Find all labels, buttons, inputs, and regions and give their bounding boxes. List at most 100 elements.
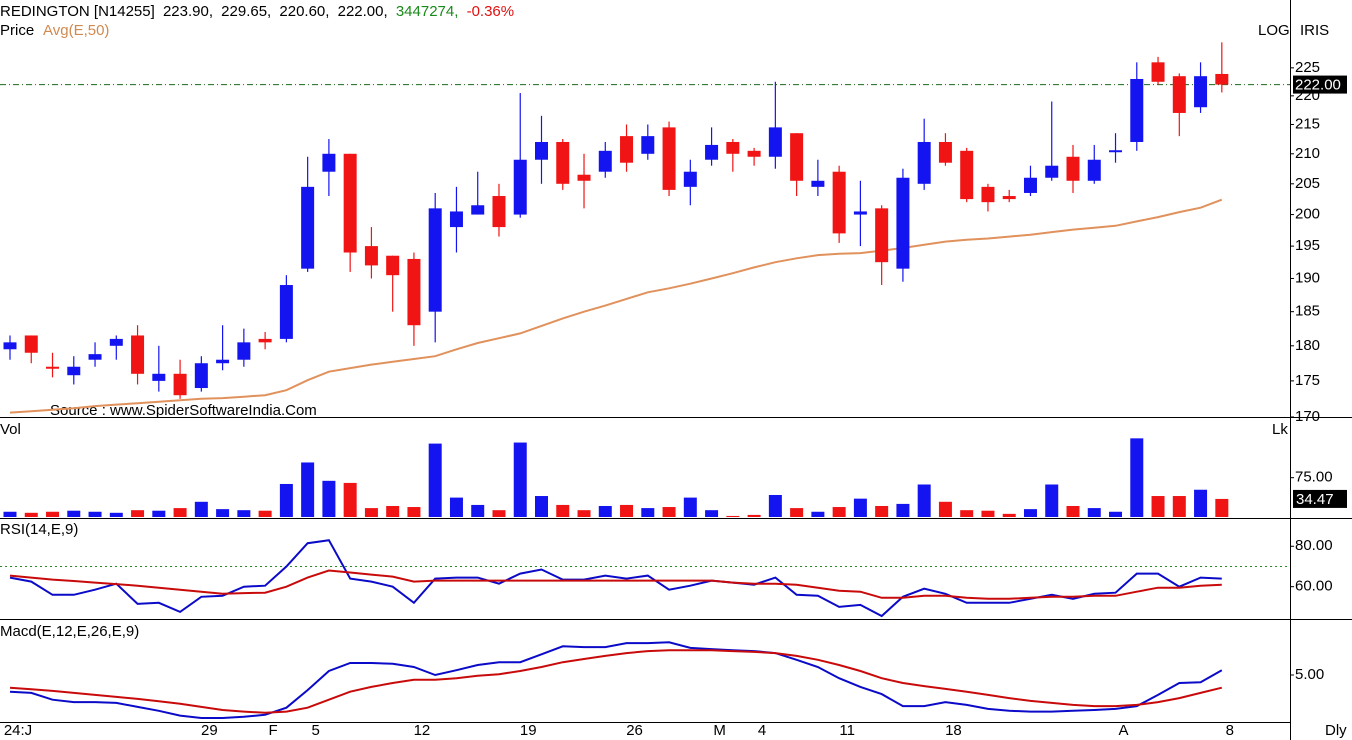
y-tick-label: 185 (1295, 303, 1320, 320)
y-tick-label: 60.00 (1295, 578, 1333, 595)
price-legend: Price (0, 22, 34, 39)
volume-bar (194, 501, 208, 517)
candle-body (1045, 165, 1059, 178)
candle-body (917, 141, 931, 184)
volume-bar (662, 507, 676, 517)
y-tick-label: 195 (1295, 237, 1320, 254)
volume-bar (726, 515, 740, 517)
candle-body (747, 150, 761, 157)
volume-bar (683, 497, 697, 517)
volume-bar (407, 507, 421, 517)
panel-title: RSI(14,E,9) (0, 521, 78, 538)
tag-label: IRIS (1300, 22, 1329, 39)
candle-body (407, 258, 421, 326)
candle-body (1172, 76, 1186, 113)
avg-legend: Avg(E,50) (43, 22, 109, 39)
x-tick-label: 29 (201, 722, 218, 739)
x-tick-label: 4 (758, 722, 766, 739)
volume-bar (152, 510, 166, 517)
volume-bar (428, 443, 442, 517)
y-tick-label: 225 (1295, 59, 1320, 76)
volume-bar (173, 508, 187, 517)
candle-body (832, 171, 846, 234)
volume-bar (896, 503, 910, 517)
volume-bar (790, 508, 804, 517)
x-tick-label: 12 (414, 722, 431, 739)
period-label: Dly (1325, 722, 1347, 739)
candle-body (322, 153, 336, 172)
y-tick-label: 175 (1295, 372, 1320, 389)
candle-body (960, 150, 974, 200)
volume-bar (535, 496, 548, 517)
last-price-box (1293, 75, 1347, 94)
y-tick-label: 5.00 (1295, 666, 1324, 683)
y-tick-label: 180 (1295, 337, 1320, 354)
volume-bar (24, 512, 38, 517)
candle-body (875, 208, 889, 263)
candle-body (1130, 78, 1144, 142)
y-tick-label: 75.00 (1295, 469, 1333, 486)
volume-bar (343, 482, 357, 517)
volume-bar (513, 442, 527, 517)
candle-body (364, 246, 378, 266)
candle-body (1151, 62, 1165, 82)
candle-body (938, 141, 952, 163)
volume-bar (386, 505, 400, 517)
y-tick-label: 215 (1295, 115, 1320, 132)
candle-body (131, 335, 145, 374)
candle-body (428, 208, 442, 312)
volume-bar (449, 497, 463, 517)
candle-body (768, 127, 782, 157)
header: REDINGTON [N14255] 223.90, 229.65, 220.6… (0, 3, 514, 20)
x-tick-label: 11 (839, 722, 855, 739)
candle-body (790, 133, 804, 181)
candle-body (152, 373, 166, 381)
volume-bar (1130, 438, 1144, 517)
candle-body (705, 144, 719, 160)
candle-body (1087, 159, 1101, 181)
y-tick-label: 210 (1295, 145, 1320, 162)
low-text: 220.60, (279, 3, 329, 20)
volume-bar (46, 511, 60, 517)
volume-bar (3, 511, 17, 517)
volume-bar (875, 505, 889, 517)
candle-body (3, 342, 17, 350)
candle-body (449, 211, 463, 228)
candle-body (1023, 177, 1037, 193)
volume-bar (917, 484, 931, 517)
volume-bar (768, 494, 782, 517)
close-text: 222.00, (338, 3, 388, 20)
volume-bar (832, 507, 846, 517)
candle-body (216, 359, 230, 364)
candle-body (279, 285, 293, 339)
volume-bar (216, 509, 230, 517)
x-tick-label: 24:J (4, 722, 32, 739)
volume-bar (577, 510, 591, 517)
candle-body (513, 159, 527, 215)
volume-bar (853, 498, 867, 517)
volume-bar (237, 510, 251, 517)
candle-body (258, 338, 272, 343)
symbol: REDINGTON [N14255] (0, 3, 155, 20)
candle-body (1215, 73, 1229, 85)
volume-bar (938, 501, 952, 517)
volume-bar (598, 505, 612, 517)
x-tick-label: M (713, 722, 726, 739)
candle-body (535, 141, 548, 160)
x-tick-label: 19 (520, 722, 537, 739)
indicator-line (9, 649, 1223, 714)
candle-body (67, 366, 81, 376)
scale-label: LOG (1258, 22, 1290, 39)
candle-body (726, 141, 740, 154)
volume-bar (1109, 511, 1123, 517)
candle-body (981, 186, 995, 203)
volume-bar (981, 510, 995, 517)
indicator-line (9, 539, 1222, 618)
volume-bar (109, 512, 123, 517)
x-tick-label: 18 (945, 722, 962, 739)
volume-bar (1151, 496, 1165, 517)
indicator-line (9, 569, 1222, 600)
candle-body (662, 127, 676, 190)
volume-bar (279, 483, 293, 517)
